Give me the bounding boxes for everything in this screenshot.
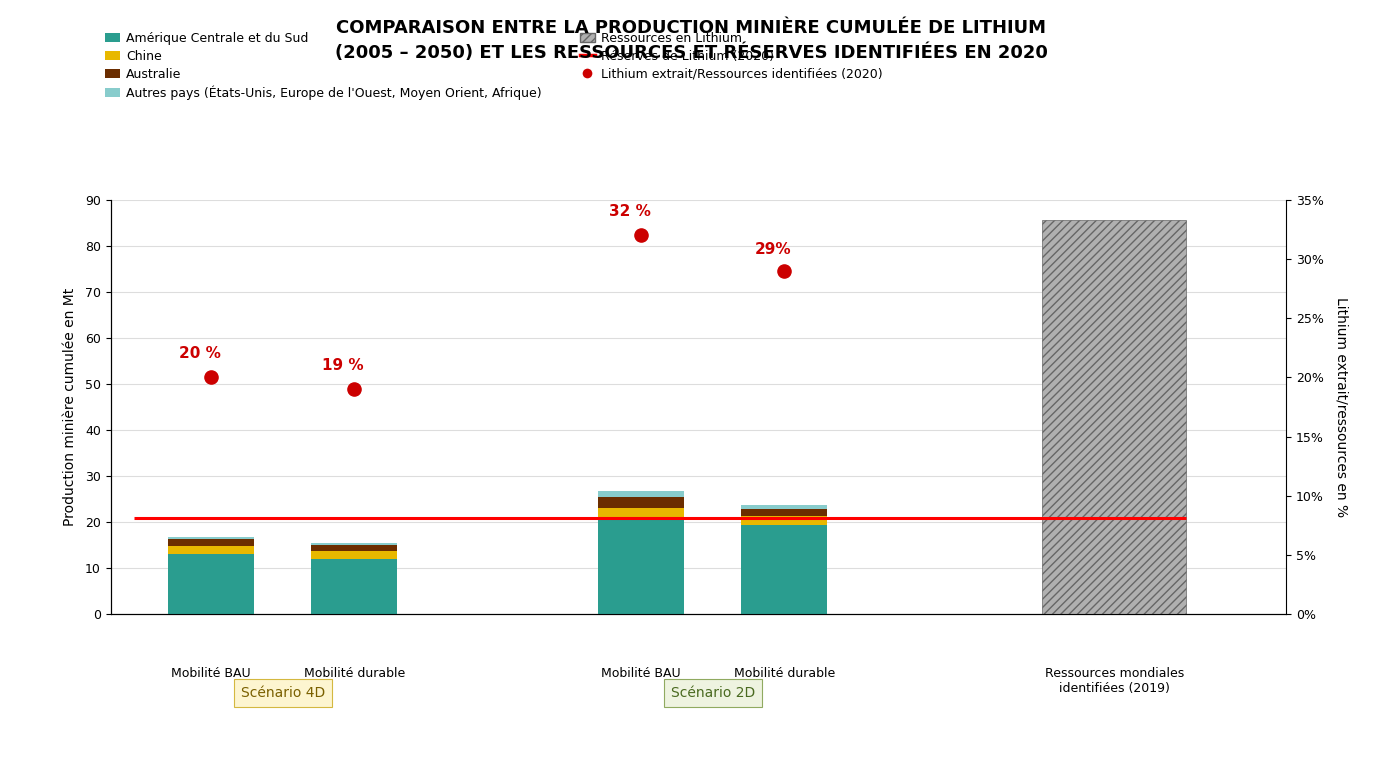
Text: 29%: 29% (755, 242, 791, 257)
Bar (597, 497, 685, 508)
Point (773, 265, 795, 277)
Bar (741, 509, 827, 516)
Point (343, 383, 365, 396)
Bar (167, 539, 254, 546)
Bar (741, 516, 827, 525)
Bar (311, 545, 397, 551)
Bar (1043, 220, 1185, 614)
Legend: Amérique Centrale et du Sud, Chine, Australie, Autres pays (États-Unis, Europe d: Amérique Centrale et du Sud, Chine, Aust… (105, 31, 882, 101)
Bar (597, 492, 685, 497)
Bar (597, 520, 685, 614)
Y-axis label: Production minière cumulée en Mt: Production minière cumulée en Mt (62, 288, 76, 526)
Bar (167, 546, 254, 554)
Bar (311, 544, 397, 545)
Point (631, 229, 653, 241)
Text: 19 %: 19 % (322, 358, 364, 372)
Text: 32 %: 32 % (609, 204, 650, 219)
Text: Scénario 2D: Scénario 2D (671, 686, 755, 700)
Point (201, 371, 223, 383)
Text: Scénario 4D: Scénario 4D (241, 686, 325, 700)
Bar (741, 525, 827, 614)
Bar (167, 537, 254, 539)
Text: COMPARAISON ENTRE LA PRODUCTION MINIÈRE CUMULÉE DE LITHIUM
(2005 – 2050) ET LES : COMPARAISON ENTRE LA PRODUCTION MINIÈRE … (335, 19, 1048, 61)
Bar (167, 554, 254, 614)
Bar (311, 551, 397, 559)
Text: 20 %: 20 % (178, 346, 220, 361)
Y-axis label: Lithium extrait/ressources en %: Lithium extrait/ressources en % (1335, 297, 1348, 517)
Bar (597, 508, 685, 520)
Bar (311, 559, 397, 614)
Bar (741, 505, 827, 509)
